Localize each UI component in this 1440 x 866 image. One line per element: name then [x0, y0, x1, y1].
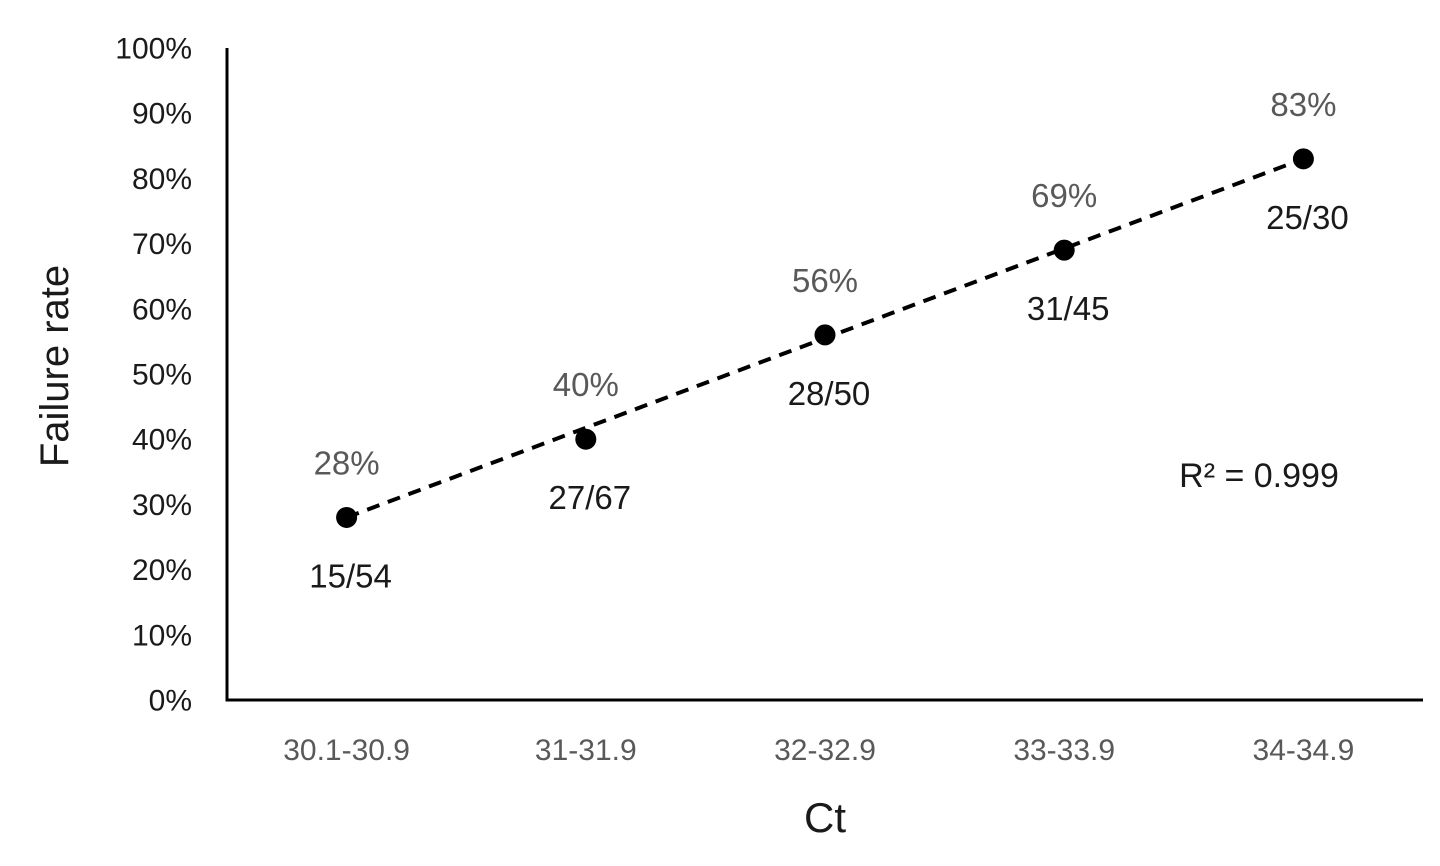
y-axis-title: Failure rate	[33, 264, 77, 468]
y-tick-label: 10%	[132, 619, 192, 652]
y-tick-label: 50%	[132, 359, 192, 392]
y-tick-label: 60%	[132, 293, 192, 326]
point-fraction-label: 25/30	[1266, 199, 1349, 236]
data-point	[814, 324, 836, 346]
point-fraction-label: 31/45	[1027, 290, 1110, 327]
x-tick-label: 31-31.9	[535, 734, 637, 767]
y-tick-label: 90%	[132, 98, 192, 131]
point-percent-label: 28%	[314, 444, 380, 481]
point-fraction-label: 15/54	[309, 557, 392, 594]
data-point	[1292, 148, 1314, 170]
point-percent-label: 40%	[553, 366, 619, 403]
data-point	[575, 428, 597, 450]
x-axis-title: Ct	[804, 794, 846, 841]
x-tick-label: 32-32.9	[774, 734, 876, 767]
r-squared-annotation: R² = 0.999	[1179, 457, 1339, 495]
y-tick-label: 0%	[149, 685, 192, 718]
x-tick-label: 34-34.9	[1253, 734, 1355, 767]
point-fraction-label: 28/50	[788, 375, 871, 412]
point-percent-label: 69%	[1031, 177, 1097, 214]
y-tick-label: 20%	[132, 554, 192, 587]
y-tick-label: 80%	[132, 163, 192, 196]
data-point	[1053, 239, 1075, 261]
data-point	[336, 506, 358, 528]
point-fraction-label: 27/67	[549, 479, 632, 516]
point-percent-label: 83%	[1270, 86, 1336, 123]
point-percent-label: 56%	[792, 262, 858, 299]
x-tick-label: 30.1-30.9	[283, 734, 410, 767]
x-tick-label: 33-33.9	[1013, 734, 1115, 767]
y-tick-label: 70%	[132, 228, 192, 261]
y-tick-label: 40%	[132, 424, 192, 457]
y-tick-label: 30%	[132, 489, 192, 522]
y-tick-label: 100%	[115, 33, 192, 66]
